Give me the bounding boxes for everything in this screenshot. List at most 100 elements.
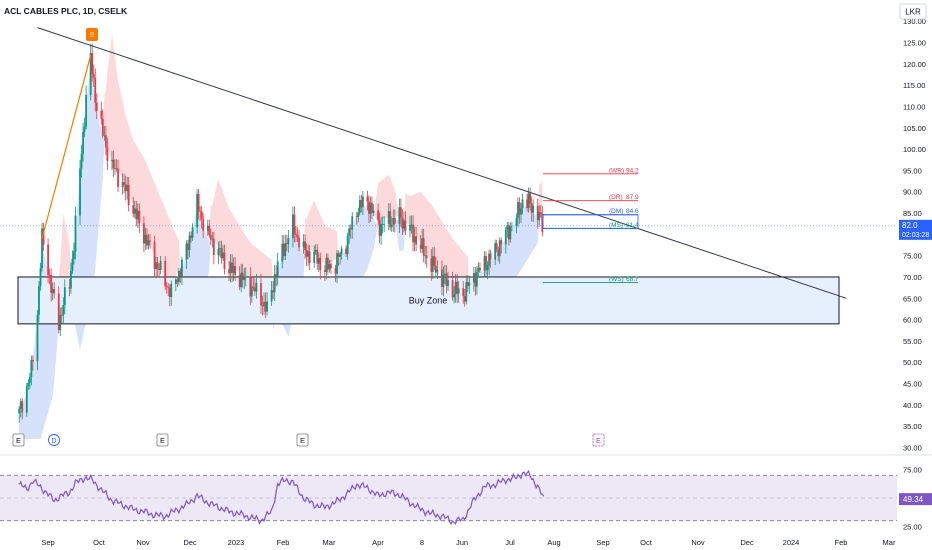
candle [83, 117, 86, 138]
candle [500, 237, 503, 254]
candle [155, 256, 157, 279]
candle [509, 222, 512, 243]
candle [111, 150, 113, 171]
event-marker-earnings-upcoming[interactable]: E [592, 433, 605, 447]
candle [220, 240, 223, 264]
candle [368, 195, 370, 224]
candle [330, 260, 332, 275]
pivot-level: (WR) 94.2 [543, 167, 639, 174]
candle [421, 228, 424, 253]
trendline[interactable] [37, 27, 847, 299]
candle [94, 68, 97, 112]
pivot-label: (DM) [609, 208, 623, 215]
pivot-value: 81.4 [626, 222, 639, 229]
symbol-title[interactable]: ACL CABLES PLC, 1D, CSELK [4, 6, 128, 16]
candle [149, 234, 151, 249]
candle [328, 259, 331, 273]
rsi-tick-25: 25.00 [903, 522, 922, 531]
candle [340, 245, 343, 260]
candle [360, 194, 363, 213]
candle [222, 244, 224, 261]
candle [27, 379, 30, 391]
candle [521, 194, 524, 215]
candle [63, 279, 66, 315]
candle [209, 228, 212, 246]
candle [366, 190, 369, 211]
candle [146, 228, 148, 250]
candle [518, 197, 521, 224]
rsi-tick-75: 75.00 [903, 466, 922, 475]
candle [284, 234, 287, 261]
candle [223, 244, 226, 275]
price-tick: 75.00 [903, 252, 922, 261]
candle [100, 101, 103, 125]
event-marker-dividend[interactable]: D [48, 434, 60, 446]
event-marker-earnings-2[interactable]: E [156, 433, 169, 447]
pivot-dm-box [542, 214, 639, 229]
time-axis[interactable]: Sep Oct Nov Dec 2023 Feb Mar Apr 8 Jun Jul Aug Sep Oc… [41, 538, 896, 547]
candle [200, 206, 203, 229]
candle [530, 196, 533, 222]
peak-marker[interactable]: !! [86, 28, 98, 41]
candle [336, 250, 338, 284]
candle [520, 202, 522, 223]
candle [206, 219, 209, 236]
time-tick: Jun [456, 538, 468, 547]
candle [228, 261, 230, 281]
candle [389, 203, 392, 231]
candle [73, 242, 75, 265]
candle [60, 307, 63, 324]
candle [25, 382, 28, 417]
event-marker-earnings-3-text: E [300, 436, 305, 445]
candle [176, 276, 179, 287]
candle [51, 282, 54, 301]
candle [410, 215, 413, 234]
candle [436, 260, 439, 279]
candle [494, 239, 497, 266]
time-tick: Mar [323, 538, 336, 547]
candle [243, 267, 246, 290]
candle [316, 244, 319, 270]
candle [126, 176, 129, 200]
time-tick: Nov [136, 538, 150, 547]
candle [165, 281, 168, 294]
swing-line[interactable] [41, 55, 92, 239]
buy-zone-box[interactable] [17, 276, 840, 325]
currency-badge[interactable]: LKR [899, 3, 927, 20]
candle [424, 245, 427, 265]
candle [82, 122, 84, 162]
candle [62, 297, 65, 325]
price-tick: 35.00 [903, 422, 922, 431]
candle [369, 196, 372, 222]
candle [485, 251, 487, 278]
candle [74, 206, 77, 260]
candle [345, 245, 348, 257]
candle [177, 268, 180, 286]
candle [307, 244, 310, 266]
event-marker-earnings-1-text: E [16, 436, 21, 445]
candle [398, 198, 401, 233]
price-tick: 65.00 [903, 294, 922, 303]
candle [361, 191, 364, 216]
candle [355, 211, 358, 225]
candle [106, 138, 109, 170]
time-tick: Feb [277, 538, 290, 547]
candle [196, 189, 199, 234]
candle [48, 268, 51, 285]
pivot-level: (WS) 68.7 [543, 276, 639, 283]
price-tick: 115.00 [903, 81, 925, 90]
candle [377, 203, 379, 225]
event-marker-earnings-1[interactable]: E [12, 433, 25, 447]
price-tick: 120.00 [903, 60, 926, 69]
candle [425, 246, 428, 268]
time-tick: Dec [183, 538, 197, 547]
candle [28, 372, 31, 390]
candle [252, 277, 255, 292]
candle [185, 240, 188, 269]
event-marker-earnings-3[interactable]: E [296, 433, 309, 447]
candle [495, 239, 498, 253]
candle [489, 249, 492, 268]
candle [445, 264, 448, 294]
candle [144, 227, 147, 251]
